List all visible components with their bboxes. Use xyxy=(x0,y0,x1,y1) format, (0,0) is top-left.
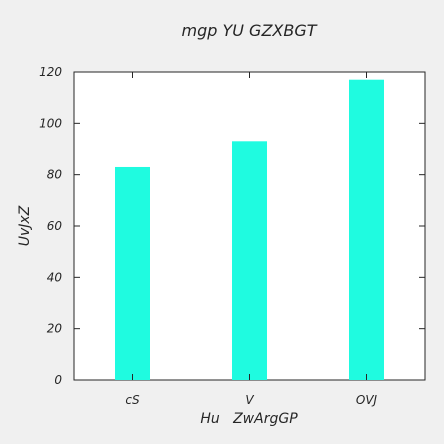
y-tick-label: 0 xyxy=(54,373,62,387)
x-tick-label: OVJ xyxy=(356,393,378,407)
bars-group xyxy=(115,79,384,380)
y-tick-label: 20 xyxy=(47,322,63,336)
y-tick-label: 60 xyxy=(47,219,63,233)
x-axis-ticks: cS V OVJ xyxy=(125,72,378,407)
bar-V xyxy=(232,141,267,380)
x-tick-label: cS xyxy=(125,393,140,407)
y-axis-ticks: 0 20 40 60 80 100 120 xyxy=(39,65,425,387)
x-tick-label: V xyxy=(245,393,254,407)
chart-title: mgp YU GZXBGT xyxy=(181,21,317,40)
y-tick-label: 80 xyxy=(47,168,63,182)
bar-cS xyxy=(115,166,150,380)
y-tick-label: 100 xyxy=(39,116,62,130)
y-tick-label: 120 xyxy=(39,65,62,79)
y-tick-label: 40 xyxy=(47,270,63,284)
bar-OVJ xyxy=(349,79,384,380)
x-axis-label: Hu ZwArgGP xyxy=(200,411,298,427)
y-axis-label: UvJxZ xyxy=(17,205,33,246)
